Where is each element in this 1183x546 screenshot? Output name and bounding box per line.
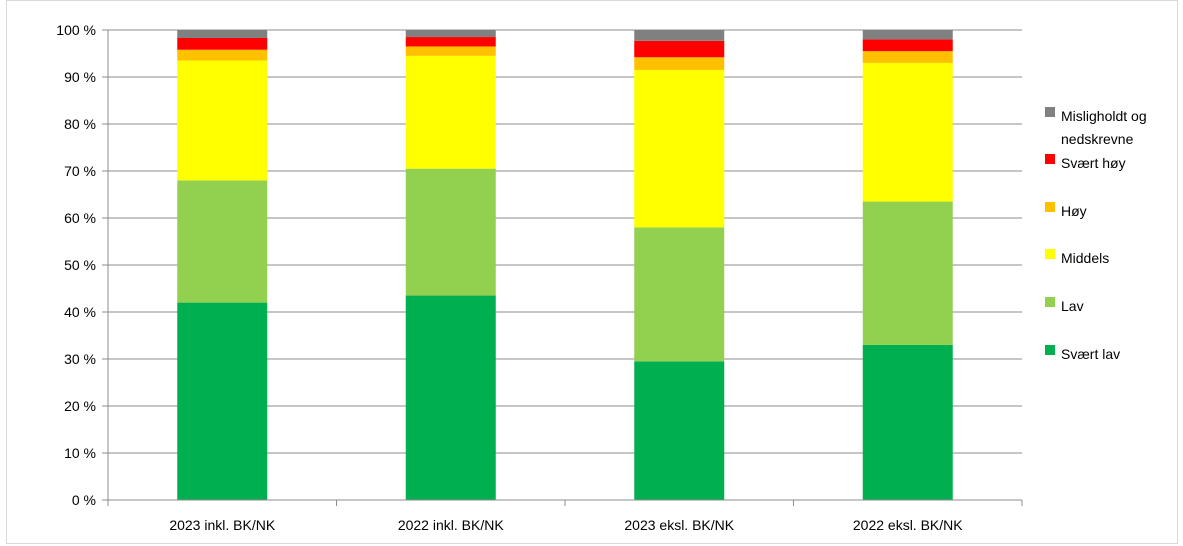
bar-segment xyxy=(177,49,268,61)
bar-segment xyxy=(405,55,496,169)
y-tick-label: 10 % xyxy=(64,445,96,461)
bar-segment xyxy=(634,227,725,362)
bar-segment xyxy=(634,40,725,58)
y-tick-label: 20 % xyxy=(64,398,96,414)
bars xyxy=(177,30,953,500)
bar-segment xyxy=(405,37,496,47)
bar-segment xyxy=(862,51,953,63)
bar-segment xyxy=(634,361,725,500)
legend-swatch xyxy=(1045,202,1055,212)
bar-segment xyxy=(177,30,268,38)
legend-swatch xyxy=(1045,345,1055,355)
x-tick-label: 2023 eksl. BK/NK xyxy=(624,517,734,533)
y-tick-label: 40 % xyxy=(64,304,96,320)
legend-label: Svært lav xyxy=(1061,346,1120,362)
axes xyxy=(102,29,1023,506)
legend-label: Misligholdt og nedskrevne xyxy=(1061,108,1147,147)
bar-segment xyxy=(634,69,725,228)
bar-segment xyxy=(862,62,953,202)
y-tick-label: 70 % xyxy=(64,163,96,179)
bar-segment xyxy=(634,57,725,70)
y-tick-labels: 0 % 10 % 20 % 30 % 40 % 50 % 60 % 70 % 80 % 90 % 1… xyxy=(56,22,96,508)
y-tick-label: 30 % xyxy=(64,351,96,367)
y-tick-label: 60 % xyxy=(64,210,96,226)
bar-segment xyxy=(177,180,268,303)
bar-segment xyxy=(177,37,268,50)
bar-segment xyxy=(862,344,953,500)
legend-swatch xyxy=(1045,154,1055,164)
legend-label: Høy xyxy=(1061,203,1087,219)
legend-label: Lav xyxy=(1061,298,1084,314)
legend-label: Svært høy xyxy=(1061,155,1126,171)
y-tick-label: 50 % xyxy=(64,257,96,273)
y-tick-label: 0 % xyxy=(72,492,96,508)
bar-segment xyxy=(405,295,496,500)
legend-swatch xyxy=(1045,107,1055,117)
bar-segment xyxy=(405,46,496,56)
bar-segment xyxy=(177,302,268,500)
x-tick-label: 2022 eksl. BK/NK xyxy=(853,517,963,533)
legend-swatch xyxy=(1045,297,1055,307)
y-tick-label: 100 % xyxy=(56,22,96,38)
bar-segment xyxy=(862,30,953,40)
bar-segment xyxy=(862,39,953,52)
x-tick-labels: 2023 inkl. BK/NK 2022 inkl. BK/NK 2023 eks… xyxy=(169,517,963,533)
bar-segment xyxy=(405,168,496,296)
x-tick-label: 2022 inkl. BK/NK xyxy=(398,517,504,533)
y-tick-label: 90 % xyxy=(64,69,96,85)
legend-label: Middels xyxy=(1061,250,1109,266)
legend: Misligholdt og nedskrevne Svært høy Høy Midd… xyxy=(1045,107,1147,362)
bar-segment xyxy=(405,30,496,38)
legend-swatch xyxy=(1045,249,1055,259)
y-tick-label: 80 % xyxy=(64,116,96,132)
x-tick-label: 2023 inkl. BK/NK xyxy=(169,517,275,533)
bar-segment xyxy=(177,60,268,181)
bar-segment xyxy=(862,201,953,345)
bar-segment xyxy=(634,30,725,41)
